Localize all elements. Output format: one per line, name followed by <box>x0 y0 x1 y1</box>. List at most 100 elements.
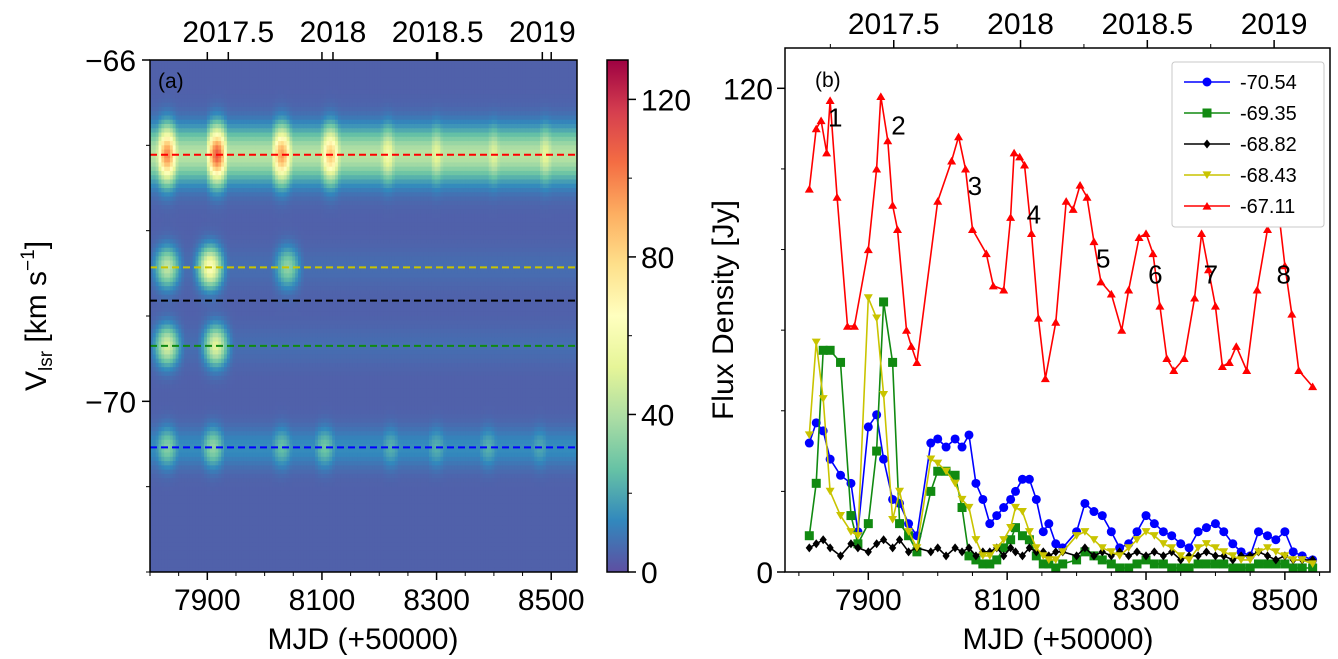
heatmap-cell <box>150 269 154 274</box>
heatmap-cell <box>172 486 177 492</box>
heatmap-cell <box>161 102 165 108</box>
heatmap-cell <box>152 166 157 172</box>
heatmap-cell <box>161 345 165 351</box>
heatmap-cell <box>169 277 174 283</box>
heatmap-cell <box>175 405 180 411</box>
heatmap-cell <box>150 286 154 291</box>
heatmap-cell <box>150 461 154 466</box>
heatmap-cell <box>169 529 174 535</box>
heatmap-cell <box>167 422 171 428</box>
heatmap-cell <box>150 333 154 338</box>
heatmap-cell <box>169 111 174 117</box>
heatmap-cell <box>169 311 174 317</box>
heatmap-cell <box>169 397 174 402</box>
heatmap-cell <box>152 230 157 236</box>
heatmap-cell <box>155 281 160 287</box>
heatmap-cell <box>178 478 182 483</box>
heatmap-cell <box>167 264 171 270</box>
heatmap-cell <box>152 175 157 181</box>
heatmap-cell <box>155 115 160 121</box>
heatmap-cell <box>167 85 171 91</box>
heatmap-cell <box>158 495 162 501</box>
heatmap-cell <box>164 230 168 236</box>
heatmap-cell <box>158 388 162 394</box>
heatmap-cell <box>158 345 162 351</box>
heatmap-cell <box>152 311 157 317</box>
heatmap-cell <box>175 503 180 509</box>
heatmap-cell <box>158 196 162 202</box>
heatmap-cell <box>150 145 154 151</box>
heatmap-cell <box>158 444 162 449</box>
heatmap-cell <box>172 520 177 526</box>
heatmap-cell <box>175 328 180 334</box>
heatmap-cell <box>155 542 160 547</box>
heatmap-cell <box>169 303 174 309</box>
heatmap-cell <box>172 461 177 466</box>
heatmap-cell <box>167 222 171 227</box>
heatmap-cell <box>169 362 174 368</box>
heatmap-cell <box>167 226 171 232</box>
heatmap-cell <box>175 145 180 151</box>
heatmap-cell <box>178 345 182 351</box>
heatmap-cell <box>161 371 165 377</box>
heatmap-cell <box>150 68 154 74</box>
heatmap-cell <box>175 482 180 488</box>
heatmap-cell <box>167 183 171 189</box>
heatmap-cell <box>161 358 165 364</box>
heatmap-cell <box>158 183 162 189</box>
heatmap-cell <box>161 418 165 424</box>
heatmap-cell <box>158 392 162 398</box>
heatmap-cell <box>175 290 180 296</box>
heatmap-cell <box>152 495 157 501</box>
heatmap-cell <box>175 98 180 104</box>
heatmap-cell <box>172 111 177 117</box>
heatmap-cell <box>152 465 157 471</box>
heatmap-cell <box>178 435 182 441</box>
heatmap-cell <box>152 409 157 415</box>
heatmap-cell <box>152 81 157 87</box>
heatmap-cell <box>152 550 157 556</box>
heatmap-cell <box>155 136 160 142</box>
heatmap-cell <box>161 175 165 181</box>
heatmap-cell <box>161 512 165 518</box>
heatmap-cell <box>155 158 160 163</box>
heatmap-cell <box>161 409 165 415</box>
heatmap-cell <box>152 149 157 155</box>
heatmap-cell <box>155 384 160 390</box>
heatmap-cell <box>175 567 180 572</box>
heatmap-cell <box>158 473 162 479</box>
heatmap-cell <box>150 559 154 565</box>
heatmap-cell <box>161 290 165 296</box>
heatmap-cell <box>172 115 177 121</box>
heatmap-cell <box>155 380 160 385</box>
heatmap-cell <box>178 397 182 402</box>
heatmap-cell <box>158 478 162 483</box>
heatmap-cell <box>150 345 154 351</box>
heatmap-cell <box>150 490 154 496</box>
heatmap-cell <box>178 153 182 159</box>
heatmap-cell <box>158 358 162 364</box>
heatmap-cell <box>175 124 180 129</box>
heatmap-cell <box>164 64 168 70</box>
heatmap-cell <box>178 333 182 338</box>
heatmap-cell <box>169 145 174 151</box>
heatmap-cell <box>172 179 177 185</box>
heatmap-cell <box>155 516 160 522</box>
heatmap-cell <box>167 141 171 146</box>
heatmap-cell <box>155 153 160 159</box>
heatmap-cell <box>155 81 160 87</box>
heatmap-cell <box>161 252 165 257</box>
heatmap-cell <box>150 418 154 424</box>
heatmap-cell <box>175 350 180 355</box>
heatmap-cell <box>164 145 168 151</box>
heatmap-cell <box>150 486 154 492</box>
heatmap-cell <box>158 273 162 279</box>
heatmap-cell <box>155 362 160 368</box>
heatmap-cell <box>164 209 168 215</box>
heatmap-cell <box>164 179 168 185</box>
heatmap-cell <box>164 260 168 266</box>
heatmap-cell <box>167 388 171 394</box>
heatmap-cell <box>175 550 180 556</box>
heatmap-cell <box>155 559 160 565</box>
heatmap-cell <box>164 473 168 479</box>
